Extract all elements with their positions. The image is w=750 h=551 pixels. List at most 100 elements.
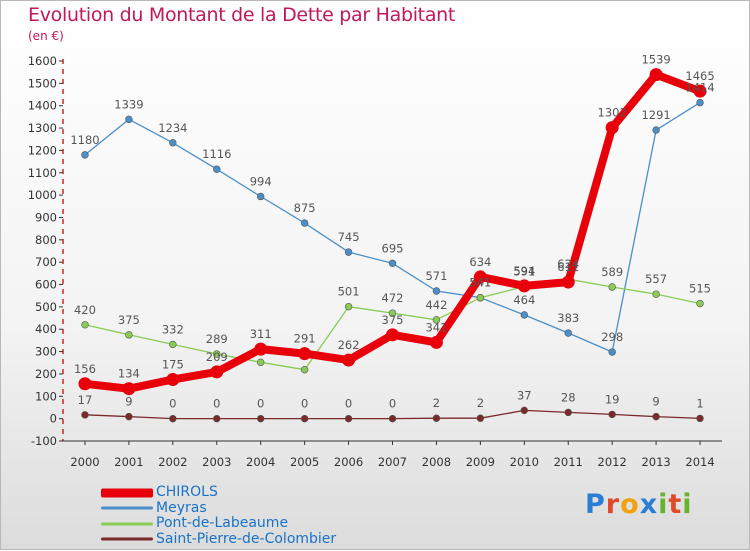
data-point-meyras	[344, 248, 353, 256]
data-label-meyras: 464	[513, 293, 535, 307]
data-point-saint-pierre-de-colombier	[564, 408, 572, 417]
y-tick-label: 700	[35, 255, 57, 269]
data-point-pont-de-labeaume	[388, 309, 397, 317]
data-point-meyras	[520, 311, 528, 319]
data-point-chirols	[166, 373, 180, 387]
data-label-pont-de-labeaume: 375	[118, 313, 140, 327]
data-point-meyras	[169, 139, 177, 147]
data-point-pont-de-labeaume	[300, 365, 309, 374]
data-point-pont-de-labeaume	[257, 358, 265, 367]
data-point-chirols	[693, 84, 707, 98]
legend-label-meyras: Meyras	[156, 499, 207, 516]
data-point-chirols	[649, 68, 663, 82]
data-point-meyras	[300, 219, 309, 227]
data-label-meyras: 994	[250, 174, 272, 188]
data-point-saint-pierre-de-colombier	[125, 412, 133, 421]
data-label-saint-pierre-de-colombier: 9	[125, 395, 132, 409]
series-lines-group	[78, 68, 707, 423]
data-point-saint-pierre-de-colombier	[257, 414, 265, 423]
data-label-chirols: 134	[118, 367, 140, 381]
data-point-meyras	[652, 126, 660, 134]
data-point-chirols	[78, 377, 92, 391]
y-tick-label: 1200	[28, 143, 57, 157]
legend-swatch-chirols	[101, 488, 153, 498]
data-label-pont-de-labeaume: 557	[645, 272, 667, 286]
proxiti-logo: Proxiti	[585, 489, 693, 520]
data-label-saint-pierre-de-colombier: 0	[169, 397, 176, 411]
data-label-pont-de-labeaume: 541	[469, 276, 491, 290]
data-point-saint-pierre-de-colombier	[300, 414, 309, 423]
y-tick-label: 1000	[28, 188, 57, 202]
chart-title: Evolution du Montant de la Dette par Hab…	[28, 4, 456, 26]
x-tick-label: 2002	[158, 455, 187, 469]
y-tick-label: 1100	[28, 166, 57, 180]
data-point-chirols	[517, 279, 531, 293]
data-point-meyras	[257, 192, 265, 201]
data-label-meyras: 571	[425, 269, 447, 283]
data-label-chirols: 594	[513, 264, 535, 278]
y-tick-label: 800	[35, 233, 57, 247]
y-tick-label: 400	[35, 322, 57, 336]
data-point-saint-pierre-de-colombier	[520, 406, 528, 415]
data-label-meyras: 695	[382, 241, 404, 255]
y-tick-label: -100	[31, 434, 57, 448]
data-point-chirols	[605, 121, 619, 135]
data-label-chirols: 175	[162, 358, 184, 372]
data-point-meyras	[696, 98, 704, 107]
data-point-pont-de-labeaume	[344, 302, 353, 311]
data-label-meyras: 1291	[641, 108, 670, 122]
data-label-meyras: 1414	[685, 81, 714, 95]
data-label-saint-pierre-de-colombier: 19	[605, 392, 620, 406]
x-tick-label: 2011	[554, 455, 583, 469]
data-label-saint-pierre-de-colombier: 0	[345, 397, 352, 411]
data-label-pont-de-labeaume: 589	[601, 265, 623, 279]
data-label-saint-pierre-de-colombier: 9	[652, 395, 659, 409]
data-point-chirols	[386, 328, 399, 342]
chart-subtitle: (en €)	[28, 29, 64, 43]
y-tick-label: 600	[35, 278, 57, 292]
data-point-chirols	[473, 270, 487, 284]
y-tick-label: 100	[35, 389, 57, 403]
data-label-chirols: 341	[425, 320, 447, 334]
data-label-chirols: 156	[74, 362, 96, 376]
data-label-pont-de-labeaume: 289	[206, 332, 228, 346]
x-tick-label: 2012	[598, 455, 627, 469]
data-label-chirols: 375	[382, 313, 404, 327]
data-label-meyras: 383	[557, 311, 579, 325]
x-tick-label: 2009	[466, 455, 495, 469]
data-point-meyras	[213, 165, 221, 173]
y-tick-label: 900	[35, 210, 57, 224]
data-label-meyras: 1339	[114, 97, 143, 111]
data-point-meyras	[81, 151, 89, 159]
data-point-pont-de-labeaume	[169, 340, 177, 349]
data-point-chirols	[298, 347, 312, 361]
legend-swatch-meyras	[101, 506, 153, 510]
data-label-saint-pierre-de-colombier: 0	[213, 397, 220, 411]
data-label-saint-pierre-de-colombier: 2	[477, 396, 484, 410]
data-label-meyras: 298	[601, 330, 623, 344]
data-label-pont-de-labeaume: 624	[557, 257, 579, 271]
data-point-pont-de-labeaume	[125, 331, 133, 339]
x-tick-label: 2007	[378, 455, 407, 469]
data-point-pont-de-labeaume	[81, 321, 89, 329]
data-label-saint-pierre-de-colombier: 37	[517, 388, 532, 402]
data-point-pont-de-labeaume	[213, 350, 221, 358]
legend-label-chirols: CHIROLS	[156, 484, 218, 500]
data-label-saint-pierre-de-colombier: 2	[433, 396, 440, 410]
x-tick-label: 2010	[510, 455, 539, 469]
data-label-saint-pierre-de-colombier: 1	[696, 396, 703, 410]
data-label-meyras: 541	[469, 276, 491, 290]
data-label-pont-de-labeaume: 420	[74, 303, 96, 317]
data-point-chirols	[429, 335, 443, 349]
data-point-chirols	[122, 382, 136, 396]
y-tick-label: 0	[50, 412, 57, 426]
data-label-meyras: 875	[294, 201, 316, 215]
data-label-meyras: 1116	[202, 147, 231, 161]
x-tick-label: 2003	[202, 455, 231, 469]
data-point-meyras	[125, 115, 133, 124]
data-point-saint-pierre-de-colombier	[696, 414, 704, 423]
x-tick-label: 2008	[422, 455, 451, 469]
data-label-chirols: 1539	[641, 53, 670, 67]
data-point-pont-de-labeaume	[608, 283, 616, 291]
